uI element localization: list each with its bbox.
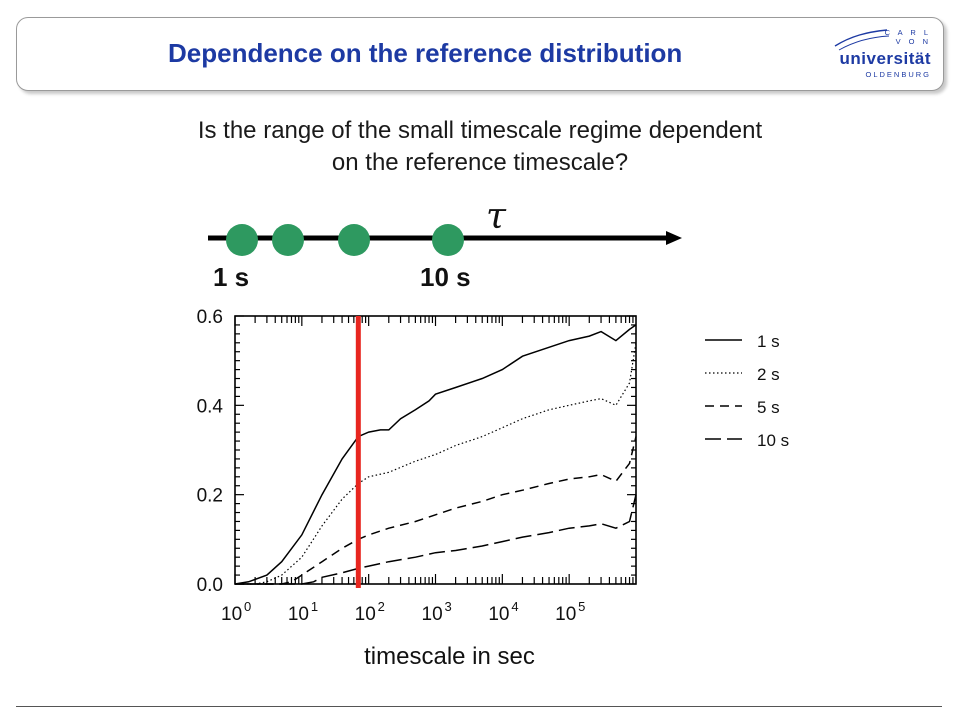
x-tick-label-exponent: 2 xyxy=(378,599,385,614)
y-tick-label: 0.2 xyxy=(197,486,223,507)
slide-title: Dependence on the reference distribution xyxy=(168,38,683,68)
question-line-2: on the reference timescale? xyxy=(331,149,629,176)
question-text: Is the range of the small timescale regi… xyxy=(60,115,900,179)
timeline-diagram: τ 1 s 10 s xyxy=(208,196,682,292)
x-tick-label-exponent: 4 xyxy=(511,599,518,614)
timeline-dot-4 xyxy=(432,224,464,256)
timeline-label-1s: 1 s xyxy=(213,262,249,292)
x-tick-label: 10 xyxy=(422,604,443,625)
series-line-2s xyxy=(235,342,637,585)
series-line-10s xyxy=(235,494,637,585)
legend-label: 2 s xyxy=(757,365,780,384)
y-tick-label: 0.4 xyxy=(197,396,224,417)
logo-line-oldenburg: OLDENBURG xyxy=(865,70,931,79)
timeline-dot-1 xyxy=(226,224,258,256)
timeline-dot-2 xyxy=(272,224,304,256)
x-tick-label: 10 xyxy=(555,604,576,625)
question-line-1: Is the range of the small timescale regi… xyxy=(197,117,763,144)
university-logo: C A R L V O N universität OLDENBURG xyxy=(833,24,933,80)
timeline-label-10s: 10 s xyxy=(420,262,471,292)
logo-von: V O N xyxy=(895,37,931,46)
x-tick-label-exponent: 1 xyxy=(311,599,318,614)
x-tick-label-exponent: 0 xyxy=(244,599,251,614)
y-tick-label: 0.0 xyxy=(197,575,223,596)
legend-label: 1 s xyxy=(757,332,780,351)
series-line-5s xyxy=(235,436,637,585)
series-line-1s xyxy=(234,324,637,585)
tau-symbol: τ xyxy=(486,196,507,237)
logo-line-universitaet: universität xyxy=(839,49,931,68)
legend-label: 10 s xyxy=(757,431,789,450)
footer-divider xyxy=(16,706,942,707)
logo-line-von: V O N xyxy=(896,37,931,46)
logo-line-carl: C A R L xyxy=(884,28,931,37)
x-tick-label-exponent: 5 xyxy=(578,599,585,614)
x-axis-label: timescale in sec xyxy=(364,643,535,670)
x-tick-label: 10 xyxy=(288,604,309,625)
x-tick-label: 10 xyxy=(221,604,242,625)
logo-swoosh-icon xyxy=(834,29,890,51)
x-tick-label: 10 xyxy=(488,604,509,625)
x-tick-label: 10 xyxy=(355,604,376,625)
x-tick-label-exponent: 3 xyxy=(445,599,452,614)
legend-label: 5 s xyxy=(757,398,780,417)
timeline-dot-3 xyxy=(338,224,370,256)
y-tick-label: 0.6 xyxy=(197,307,223,328)
title-box xyxy=(16,17,944,91)
timeline-arrowhead-icon xyxy=(666,231,682,245)
